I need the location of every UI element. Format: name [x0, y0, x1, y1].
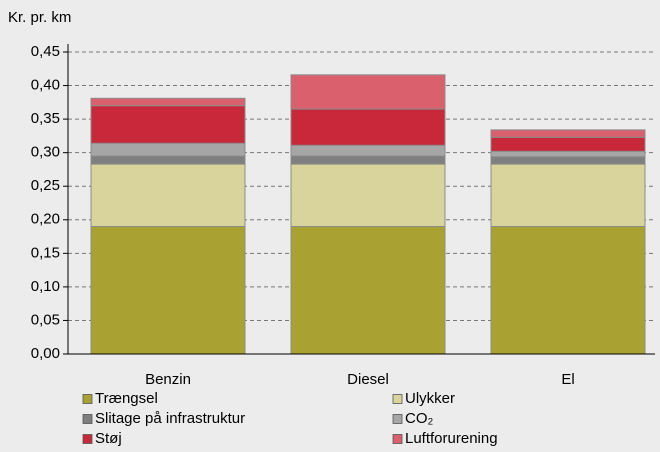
bar-segment: [290, 74, 446, 110]
y-tick-label: 0,35: [31, 110, 60, 127]
bar-segment: [490, 163, 646, 227]
legend-swatch: [82, 414, 93, 424]
bar-segment: [90, 142, 246, 157]
bar-segment: [90, 155, 246, 165]
legend-swatch: [82, 434, 93, 444]
y-tick-label: 0,45: [31, 43, 60, 60]
bar-segment: [290, 163, 446, 227]
y-tick-label: 0,10: [31, 278, 60, 295]
bar-segment: [290, 108, 446, 146]
bar-segment: [490, 136, 646, 152]
bar-segment: [490, 156, 646, 165]
legend-label: Støj: [95, 430, 122, 447]
bar-segment: [490, 225, 646, 355]
bar-segment: [290, 155, 446, 165]
legend-label: Ulykker: [405, 390, 455, 407]
bar-segment: [90, 163, 246, 227]
legend-swatch: [392, 434, 403, 444]
bar-segment: [290, 225, 446, 355]
legend-swatch: [392, 394, 403, 404]
bar-segment: [90, 225, 246, 355]
x-tick-label: Diesel: [347, 371, 389, 388]
y-tick-label: 0,05: [31, 311, 60, 328]
y-tick-label: 0,20: [31, 211, 60, 228]
bar-segment: [490, 129, 646, 138]
bar-segment: [90, 97, 246, 107]
y-tick-label: 0,40: [31, 77, 60, 94]
legend-label: Trængsel: [95, 390, 158, 407]
legend-label: Luftforurening: [405, 430, 498, 447]
bar-segment: [290, 144, 446, 157]
legend-label: Slitage på infrastruktur: [95, 410, 245, 427]
bar-segment: [490, 150, 646, 158]
y-axis-label: Kr. pr. km: [8, 9, 71, 26]
y-tick-label: 0,25: [31, 177, 60, 194]
y-tick-label: 0,30: [31, 144, 60, 161]
x-tick-label: El: [561, 371, 574, 388]
y-tick-label: 0,15: [31, 244, 60, 261]
legend-swatch: [392, 414, 403, 424]
legend-label: CO₂: [405, 410, 434, 427]
x-tick-label: Benzin: [145, 371, 191, 388]
bar-segment: [90, 105, 246, 144]
y-tick-label: 0,00: [31, 345, 60, 362]
legend-swatch: [82, 394, 93, 404]
